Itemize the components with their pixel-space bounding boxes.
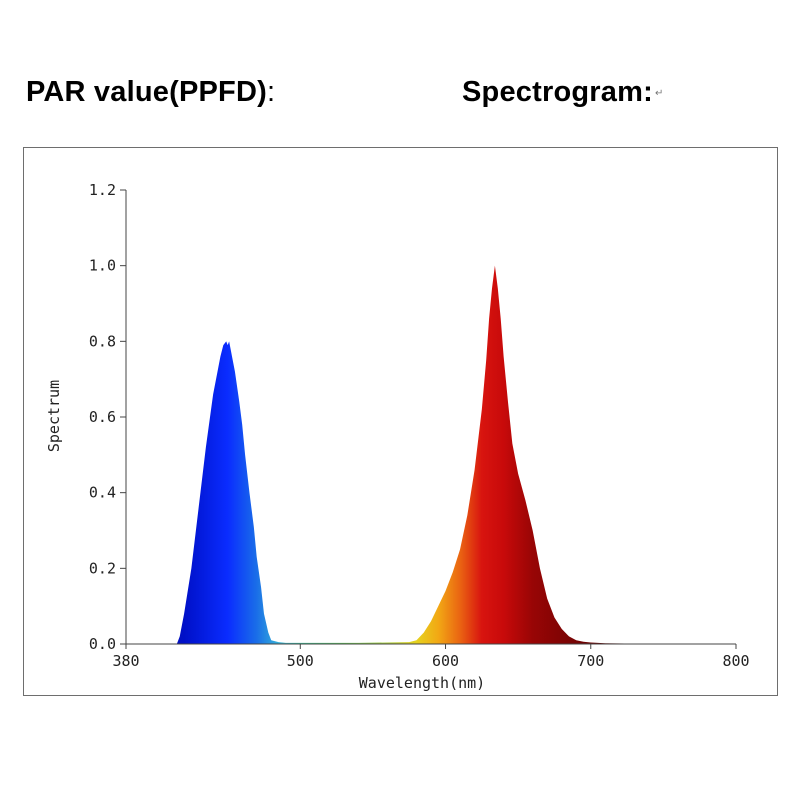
y-tick-label: 0.6 [89, 408, 116, 426]
par-value-colon: : [266, 76, 276, 108]
x-tick-label: 600 [432, 652, 459, 670]
par-value-label: PAR value(PPFD) [26, 76, 267, 108]
y-tick-label: 0.4 [89, 484, 116, 502]
return-mark: ↵ [654, 87, 664, 99]
y-tick-label: 0.8 [89, 332, 116, 350]
x-axis-label: Wavelength(nm) [359, 674, 485, 692]
x-tick-label: 500 [287, 652, 314, 670]
x-tick-label: 380 [112, 652, 139, 670]
x-tick-label: 700 [577, 652, 604, 670]
y-tick-label: 0.2 [89, 559, 116, 577]
y-tick-label: 0.0 [89, 635, 116, 653]
x-tick-label: 800 [722, 652, 749, 670]
y-tick-label: 1.0 [89, 257, 116, 275]
spectrogram-heading: Spectrogram: ↵ [462, 76, 664, 109]
spectrogram-label: Spectrogram: [462, 76, 653, 108]
y-tick-label: 1.2 [89, 181, 116, 199]
chart-frame: 0.0 0.2 0.4 0.6 0.8 1.0 1.2 380 500 600 700 800 Wa… [23, 147, 778, 696]
spectrum-area [126, 265, 736, 644]
spectrum-chart: 0.0 0.2 0.4 0.6 0.8 1.0 1.2 380 500 600 700 800 Wa… [45, 181, 750, 692]
par-value-heading: PAR value(PPFD): [26, 76, 275, 109]
y-axis-label: Spectrum [45, 380, 63, 452]
